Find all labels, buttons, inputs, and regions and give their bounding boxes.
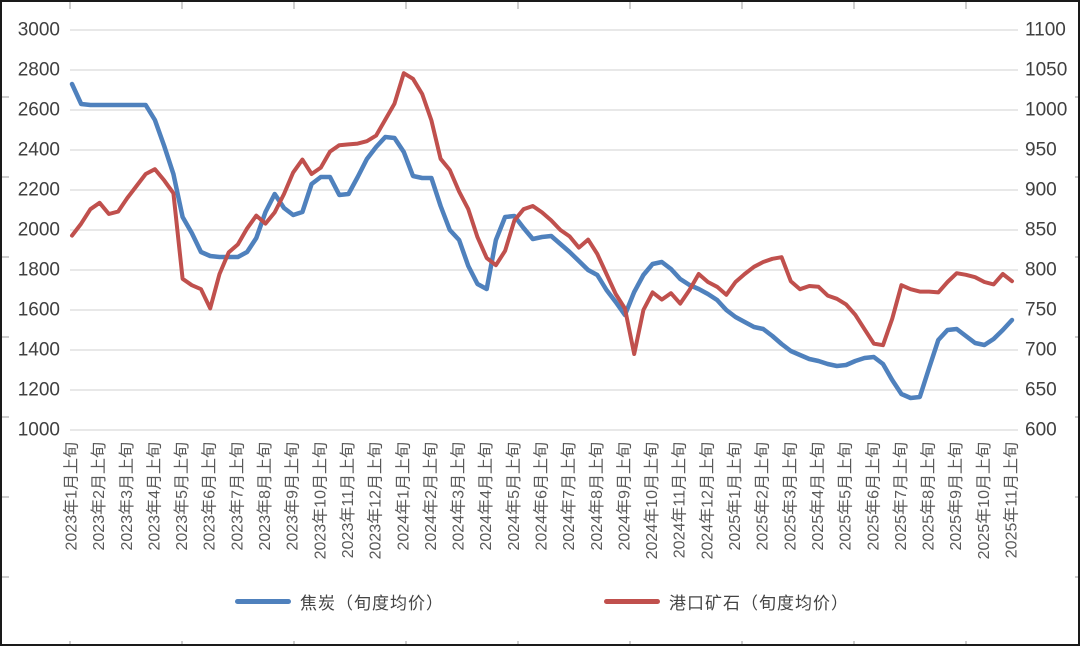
x-axis-label: 2025年8月上旬: [920, 442, 938, 551]
x-axis-label: 2024年4月上旬: [477, 442, 495, 551]
y-axis-right-label: 750: [1025, 300, 1057, 321]
x-axis-label: 2025年10月上旬: [975, 442, 993, 559]
y-axis-right-label: 700: [1025, 340, 1057, 361]
y-axis-left-label: 2400: [18, 140, 60, 161]
x-axis-label: 2023年10月上旬: [311, 442, 329, 559]
x-axis-label: 2023年11月上旬: [339, 442, 357, 558]
x-axis-label: 2025年7月上旬: [892, 442, 910, 551]
y-axis-right-label: 850: [1025, 220, 1057, 241]
chart-legend: 焦炭（旬度均价） 港口矿石（旬度均价）: [2, 586, 1078, 616]
x-axis-label: 2023年5月上旬: [173, 442, 191, 551]
x-axis-label: 2024年3月上旬: [450, 442, 468, 551]
legend-entry-kuangshi: 港口矿石（旬度均价）: [604, 589, 849, 614]
jiaotan-line-swatch: [235, 598, 291, 604]
y-axis-right-label: 1100: [1025, 20, 1066, 41]
y-axis-left-label: 1000: [18, 420, 60, 441]
y-axis-left-label: 1800: [18, 260, 60, 281]
y-axis-left-label: 2600: [18, 100, 60, 121]
series-line-jiaotan: [69, 81, 1015, 401]
y-axis-left-label: 2000: [18, 220, 60, 241]
x-axis-label: 2023年4月上旬: [145, 442, 163, 551]
y-axis-left-label: 1600: [18, 300, 60, 321]
y-axis-right-label: 800: [1025, 260, 1057, 281]
x-axis-label: 2024年10月上旬: [643, 442, 661, 559]
x-axis-label: 2023年6月上旬: [201, 442, 219, 551]
y-axis-left-label: 2200: [18, 180, 60, 201]
y-axis-left-label: 1400: [18, 340, 60, 361]
legend-label-jiaotan: 焦炭（旬度均价）: [300, 593, 444, 613]
series-line-gangkou-kuangshi: [70, 71, 1014, 356]
x-axis-label: 2025年5月上旬: [837, 442, 855, 551]
x-axis-label: 2025年9月上旬: [947, 442, 965, 551]
y-axis-right-label: 600: [1025, 420, 1057, 441]
y-axis-right-label: 1050: [1025, 60, 1067, 81]
y-axis-right-label: 1000: [1025, 100, 1067, 121]
x-axis-label: 2024年9月上旬: [615, 442, 633, 551]
legend-label-kuangshi: 港口矿石（旬度均价）: [669, 593, 849, 613]
x-axis-label: 2025年11月上旬: [1003, 442, 1021, 558]
x-axis-label: 2024年12月上旬: [698, 442, 716, 559]
y-axis-right-label: 950: [1025, 140, 1057, 161]
x-axis-label: 2025年4月上旬: [809, 442, 827, 551]
x-axis-label: 2025年6月上旬: [864, 442, 882, 551]
y-axis-left-label: 3000: [18, 20, 60, 41]
x-axis-label: 2024年2月上旬: [422, 442, 440, 550]
x-axis-label: 2023年9月上旬: [284, 442, 302, 551]
y-axis-right-label: 650: [1025, 380, 1057, 401]
x-axis-label: 2025年2月上旬: [754, 442, 772, 551]
x-axis-label: 2023年12月上旬: [367, 442, 385, 559]
x-axis-label: 2024年7月上旬: [560, 442, 578, 551]
x-axis-label: 2023年1月上旬: [63, 442, 81, 551]
x-axis-label: 2025年3月上旬: [781, 442, 799, 551]
x-axis-label: 2024年1月上旬: [394, 442, 412, 551]
x-axis-label: 2023年2月上旬: [90, 442, 108, 551]
x-axis-label: 2023年3月上旬: [118, 442, 136, 551]
x-axis-label: 2023年7月上旬: [228, 442, 246, 551]
x-axis-label: 2024年11月上旬: [671, 442, 689, 558]
x-axis-label: 2025年1月上旬: [726, 442, 744, 551]
x-axis-label: 2023年8月上旬: [256, 442, 274, 551]
legend-entry-jiaotan: 焦炭（旬度均价）: [235, 589, 444, 614]
y-axis-right-label: 900: [1025, 180, 1057, 201]
y-axis-left-label: 1200: [18, 380, 60, 401]
x-axis-label: 2024年6月上旬: [533, 442, 551, 551]
kuangshi-line-swatch: [604, 598, 660, 604]
x-axis-label: 2024年8月上旬: [588, 442, 606, 551]
y-axis-left-label: 2800: [18, 60, 60, 81]
x-axis-label: 2024年5月上旬: [505, 442, 523, 551]
